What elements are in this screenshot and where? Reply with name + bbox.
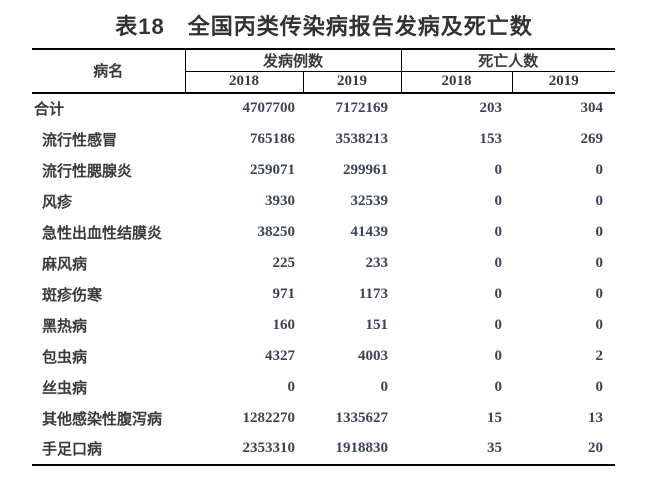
table-body: 合计 4707700 7172169 203 304 流行性感冒 765186 … xyxy=(32,93,615,465)
disease-name: 斑疹伤寒 xyxy=(42,286,103,304)
cell-incidence-2018: 160 xyxy=(272,316,296,333)
column-header-incidence-2019: 2019 xyxy=(303,71,402,93)
cell-incidence-2018: 225 xyxy=(272,254,296,271)
disease-name: 包虫病 xyxy=(42,348,88,366)
table-row: 麻风病 225 233 0 0 xyxy=(32,248,615,279)
table-header: 病名 发病例数 死亡人数 2018 2019 2018 2019 xyxy=(32,49,616,93)
cell-incidence-2018: 38250 xyxy=(257,223,296,240)
table-row: 急性出血性结膜炎 38250 41439 0 0 xyxy=(32,217,615,248)
table-row: 其他感染性腹泻病 1282270 1335627 15 13 xyxy=(32,403,615,434)
cell-deaths-2018: 0 xyxy=(494,347,503,364)
report-page: 表18 全国丙类传染病报告发病及死亡数 病名 发病例数 死亡人数 2018 20… xyxy=(0,9,648,483)
cell-deaths-2019: 20 xyxy=(588,440,604,456)
cell-deaths-2019: 0 xyxy=(595,223,604,240)
column-header-deaths-2018: 2018 xyxy=(401,71,513,93)
cell-incidence-2018: 4707700 xyxy=(242,100,296,116)
column-header-deaths-2019: 2019 xyxy=(548,73,579,90)
disease-name: 麻风病 xyxy=(42,255,88,273)
cell-deaths-2019: 0 xyxy=(595,316,604,333)
cell-deaths-2019: 13 xyxy=(588,409,604,426)
table-row: 流行性感冒 765186 3538213 153 269 xyxy=(32,124,615,155)
cell-deaths-2018: 0 xyxy=(494,285,503,302)
column-header-incidence-2018: 2018 xyxy=(185,71,304,93)
class-c-disease-table: 病名 发病例数 死亡人数 2018 2019 2018 2019 合计 4707… xyxy=(32,48,616,466)
cell-deaths-2018: 0 xyxy=(494,378,503,395)
cell-deaths-2019: 0 xyxy=(595,254,604,271)
cell-deaths-2018: 0 xyxy=(494,316,503,333)
disease-name: 手足口病 xyxy=(42,441,103,458)
cell-incidence-2018: 0 xyxy=(287,378,296,395)
cell-incidence-2019: 0 xyxy=(380,378,389,395)
table-row: 手足口病 2353310 1918830 35 20 xyxy=(32,434,615,465)
cell-incidence-2018: 2353310 xyxy=(242,440,296,456)
cell-incidence-2019: 3538213 xyxy=(335,130,389,147)
disease-name: 丝虫病 xyxy=(42,379,88,397)
cell-incidence-2019: 299961 xyxy=(343,161,389,178)
cell-deaths-2019: 0 xyxy=(595,161,604,178)
cell-deaths-2019: 269 xyxy=(580,130,604,147)
table-row: 丝虫病 0 0 0 0 xyxy=(32,372,615,403)
cell-incidence-2019: 151 xyxy=(365,316,389,333)
disease-name: 合计 xyxy=(34,101,65,118)
cell-deaths-2018: 15 xyxy=(487,409,503,426)
table-row: 黑热病 160 151 0 0 xyxy=(32,310,615,341)
cell-incidence-2019: 1918830 xyxy=(335,440,389,456)
cell-incidence-2018: 1282270 xyxy=(242,409,296,426)
cell-deaths-2019: 0 xyxy=(595,192,604,209)
cell-incidence-2019: 233 xyxy=(365,254,389,271)
header-year-row: 2018 2019 2018 2019 xyxy=(32,71,615,93)
cell-incidence-2019: 32539 xyxy=(350,192,389,209)
column-group-incidence: 发病例数 xyxy=(185,49,402,72)
cell-incidence-2018: 4327 xyxy=(265,347,295,364)
disease-name: 流行性腮腺炎 xyxy=(42,162,133,180)
cell-deaths-2018: 0 xyxy=(494,254,503,271)
disease-name: 风疹 xyxy=(42,193,73,211)
disease-name: 流行性感冒 xyxy=(42,131,118,149)
cell-incidence-2018: 765186 xyxy=(250,130,295,147)
cell-deaths-2018: 35 xyxy=(487,440,503,456)
cell-incidence-2019: 7172169 xyxy=(335,100,389,116)
cell-deaths-2018: 0 xyxy=(494,223,503,240)
cell-deaths-2019: 0 xyxy=(595,378,604,395)
disease-name: 黑热病 xyxy=(42,317,88,335)
disease-name: 其他感染性腹泻病 xyxy=(42,410,163,428)
cell-incidence-2019: 41439 xyxy=(350,223,389,240)
cell-deaths-2018: 0 xyxy=(494,161,503,178)
cell-incidence-2018: 3930 xyxy=(265,192,295,209)
cell-incidence-2018: 971 xyxy=(272,285,296,302)
table-row: 流行性腮腺炎 259071 299961 0 0 xyxy=(32,155,615,186)
header-group-row: 病名 发病例数 死亡人数 xyxy=(32,49,616,93)
cell-incidence-2019: 1335627 xyxy=(335,409,389,426)
table-row: 包虫病 4327 4003 0 2 xyxy=(32,341,615,372)
table-row-total: 合计 4707700 7172169 203 304 xyxy=(32,93,615,124)
column-group-deaths: 死亡人数 xyxy=(401,49,616,72)
cell-incidence-2019: 1173 xyxy=(358,285,389,302)
column-header-disease: 病名 xyxy=(32,49,186,93)
cell-incidence-2019: 4003 xyxy=(358,347,389,364)
cell-deaths-2019: 0 xyxy=(595,285,604,302)
cell-deaths-2018: 203 xyxy=(479,100,503,116)
cell-deaths-2019: 304 xyxy=(580,100,604,116)
table-row: 风疹 3930 32539 0 0 xyxy=(32,186,615,217)
table-title: 表18 全国丙类传染病报告发病及死亡数 xyxy=(115,14,533,39)
cell-deaths-2018: 153 xyxy=(479,130,503,147)
disease-name: 急性出血性结膜炎 xyxy=(42,224,163,242)
cell-deaths-2018: 0 xyxy=(494,192,503,209)
cell-incidence-2018: 259071 xyxy=(250,161,295,178)
table-row: 斑疹伤寒 971 1173 0 0 xyxy=(32,279,615,310)
cell-deaths-2019: 2 xyxy=(595,347,604,364)
